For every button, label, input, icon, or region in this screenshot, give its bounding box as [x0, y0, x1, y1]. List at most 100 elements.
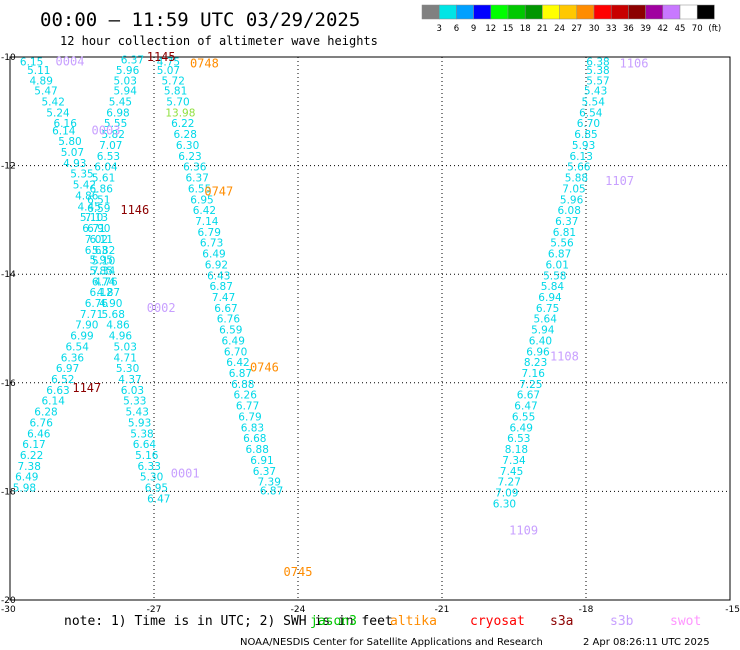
footer-note: note: 1) Time is in UTC; 2) SWH is in fe…	[64, 614, 393, 629]
pass-label: 1106	[620, 57, 649, 71]
data-point: 6.85	[574, 129, 597, 141]
data-point: 6.83	[241, 422, 264, 434]
data-point: 6.75	[536, 303, 559, 315]
colorbar-label: 6	[454, 24, 459, 34]
data-point: 6.13	[570, 151, 593, 163]
data-point: 5.38	[586, 65, 609, 77]
data-point: 6.55	[512, 411, 535, 423]
data-point: 6.42	[226, 357, 249, 369]
plot-frame	[9, 56, 731, 601]
colorbar-swatch	[438, 4, 457, 20]
data-point: 5.07	[61, 147, 84, 159]
data-point: 6.16	[54, 118, 78, 130]
pass-label: 1108	[550, 350, 579, 364]
data-point: 5.80	[58, 136, 81, 148]
x-tick-label: -24	[291, 605, 306, 615]
colorbar-swatch	[456, 4, 474, 20]
data-point: 5.10	[80, 212, 103, 224]
x-tick-label: -18	[579, 605, 594, 615]
data-point: 5.98	[13, 483, 36, 495]
data-point: 7.25	[519, 379, 542, 391]
data-point: 5.47	[34, 86, 57, 98]
data-point: 5.95	[90, 255, 113, 267]
colorbar-swatch	[507, 4, 526, 20]
colorbar-label: 30	[589, 24, 600, 34]
data-point: 5.72	[162, 75, 185, 87]
colorbar-swatch	[679, 4, 698, 20]
data-point: 4.37	[118, 374, 141, 386]
data-point: 5.96	[560, 194, 584, 206]
colorbar-label: 45	[675, 24, 686, 34]
data-point: 6.03	[121, 385, 144, 397]
footer-credit: NOAA/NESDIS Center for Satellite Applica…	[240, 637, 543, 648]
pass-label: 0002	[147, 301, 176, 315]
data-point: 5.93	[572, 140, 595, 152]
satellite-legend-swot: swot	[670, 614, 701, 629]
data-point: 6.91	[250, 455, 273, 467]
colorbar-swatch	[524, 4, 543, 20]
data-point: 6.43	[207, 270, 230, 282]
colorbar-swatch	[610, 4, 629, 20]
data-point: 6.95	[145, 483, 168, 495]
data-point: 5.35	[70, 169, 93, 181]
data-point: 5.43	[584, 86, 607, 98]
data-point: 6.63	[46, 385, 69, 397]
data-point: 6.73	[200, 238, 223, 250]
x-tick-label: -15	[725, 605, 740, 615]
data-point: 5.84	[541, 281, 565, 293]
data-point: 6.70	[577, 118, 600, 130]
data-point: 6.87	[210, 281, 233, 293]
footer-timestamp: 2 Apr 08:26:11 UTC 2025	[583, 637, 710, 648]
data-point: 4.86	[75, 190, 99, 202]
colorbar-swatch	[473, 4, 492, 20]
data-point: 6.95	[190, 194, 213, 206]
data-point: 6.81	[553, 227, 576, 239]
data-point: 7.34	[92, 265, 116, 277]
data-point: 6.67	[517, 390, 540, 402]
data-point: 6.49	[510, 422, 533, 434]
data-point: 6.38	[586, 56, 609, 68]
data-point: 6.59	[87, 203, 110, 215]
colorbar-swatch	[421, 4, 440, 20]
data-point: 6.37	[555, 216, 578, 228]
data-point: 5.57	[586, 75, 609, 87]
data-point: 6.28	[34, 407, 57, 419]
data-point: 6.37	[186, 173, 209, 185]
data-point: 5.42	[73, 180, 96, 192]
pass-label: 1147	[72, 381, 101, 395]
data-point: 6.64	[133, 439, 157, 451]
pass-label: 0745	[284, 565, 313, 579]
x-tick-label: -21	[435, 605, 450, 615]
pass-label: 0001	[171, 466, 200, 480]
data-point: 4.76	[94, 276, 118, 288]
pass-labels: 0004 0003 0002 0001 1145 1146 1147 0748 0747 0746…	[56, 50, 649, 579]
pass-label: 1145	[147, 50, 176, 64]
colorbar-swatch	[490, 4, 509, 20]
data-point: 7.27	[498, 477, 521, 489]
data-point: 5.10	[92, 256, 115, 268]
data-point: 7.71	[80, 309, 103, 321]
data-point: 6.90	[87, 223, 110, 235]
data-point: 6.01	[546, 259, 569, 271]
data-point: 4.93	[63, 158, 86, 170]
data-point: 6.42	[193, 205, 216, 217]
data-point: 6.15	[20, 56, 43, 68]
data-point: 5.30	[140, 472, 163, 484]
data-point: 6.86	[90, 183, 114, 195]
data-point: 7.90	[75, 320, 98, 332]
data-point: 6.67	[214, 303, 237, 315]
data-point: 5.03	[114, 75, 137, 87]
data-point: 6.46	[27, 428, 51, 440]
data-point: 5.58	[543, 270, 566, 282]
colorbar-swatch	[662, 4, 681, 20]
data-point: 6.52	[51, 374, 74, 386]
satellite-legend-s3b: s3b	[610, 614, 634, 629]
data-point: 6.76	[217, 314, 241, 326]
data-point: 5.54	[582, 97, 606, 109]
satellite-legend-cryosat: cryosat	[470, 614, 525, 629]
data-point: 6.88	[231, 379, 254, 391]
data-point: 6.28	[174, 129, 197, 141]
data-point: 7.45	[500, 466, 523, 478]
colorbar-swatch	[628, 4, 646, 20]
